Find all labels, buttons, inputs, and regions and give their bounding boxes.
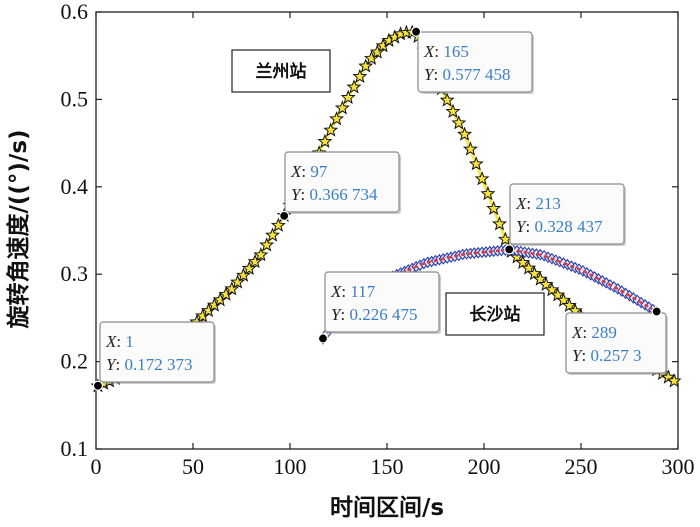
data-marker-star [270,217,286,232]
station-label: 兰州站 [231,49,331,93]
datatip: X: 1 Y: 0.172 373 [92,321,216,391]
x-axis-title: 时间区间/s [330,495,444,521]
data-marker-star [474,171,490,186]
data-marker-star [253,247,269,262]
y-axis-title: 旋转角速度/((°)/s) [5,129,32,328]
data-marker-star [317,133,333,149]
labels-layer: 时间区间/s 旋转角速度/((°)/s) [5,129,444,521]
station-label-text: 长沙站 [470,304,521,325]
data-marker-star [247,253,263,269]
datatip: X: 117 Y: 0.226 475 [317,271,441,344]
data-marker-star [660,369,676,384]
data-marker-star [224,281,240,296]
x-tick-label: 0 [91,454,102,479]
y-tick-label: 0.6 [61,0,89,24]
data-marker-star [358,58,374,73]
datatip-y-line: Y: 0.226 475 [331,305,417,324]
datatip-y-line: Y: 0.257 3 [572,346,641,365]
y-tick-label: 0.3 [61,261,89,286]
data-marker-star [445,103,461,119]
datatip-y-line: Y: 0.366 734 [291,185,378,204]
datatip-point [92,380,104,391]
x-tick-label: 250 [565,454,598,479]
station-label-text: 兰州站 [256,61,307,82]
station-label: 长沙站 [445,292,545,336]
data-marker-star [666,373,682,388]
y-tick-label: 0.4 [61,174,89,199]
data-marker-star [340,89,356,104]
data-marker-star [480,185,496,201]
datatip-box [509,183,625,245]
data-marker-star [521,260,537,275]
x-tick-label: 50 [182,454,204,479]
datatip-box [284,151,400,213]
datatip: X: 165 Y: 0.577 458 [411,26,534,94]
datatip-point [504,244,515,255]
datatip-point [411,26,422,37]
datatip-x-line: X: 97 [290,162,328,181]
data-marker-star [265,227,280,242]
data-marker-star [364,50,380,65]
data-marker-star [323,122,339,137]
data-marker-star [241,260,257,276]
datatip-y-line: Y: 0.172 373 [106,355,192,374]
datatip: X: 97 Y: 0.366 734 [279,151,401,221]
data-marker-star [457,126,473,141]
x-tick-label: 150 [371,454,404,479]
datatip-point [651,306,662,317]
data-marker-star [352,68,368,84]
axes: 0 50 100 150 200 250 300 0.1 0.2 0.3 0.4 0.5 0.6 [61,0,695,479]
datatip: X: 213 Y: 0.328 437 [504,183,626,255]
station-label-box [231,49,331,93]
datatip: X: 289 Y: 0.257 3 [565,306,668,375]
datatip-point [317,333,329,344]
datatip-point [279,210,290,221]
data-marker-star [346,79,362,94]
datatip-box [417,31,533,93]
data-marker-star [532,271,548,286]
datatip-box [565,312,667,374]
datatip-box [324,271,440,333]
station-label-box [445,292,545,336]
data-marker-star [259,237,275,252]
datatip-x-line: X: 117 [330,282,376,301]
data-marker-star [369,44,385,59]
data-marker-star [486,200,502,216]
datatip-x-line: X: 213 [515,194,561,213]
y-tick-label: 0.1 [61,436,89,461]
y-tick-label: 0.2 [61,349,89,374]
data-marker-star [451,115,467,130]
datatip-y-line: Y: 0.577 458 [424,65,510,84]
data-marker-star [468,156,484,171]
x-tick-label: 300 [662,454,695,479]
datatip-y-line: Y: 0.328 437 [516,217,603,236]
data-marker-star [235,267,251,282]
data-marker-star [515,254,531,269]
datatip-box [99,321,215,383]
data-marker-star [334,100,350,115]
datatip-x-line: X: 289 [571,323,617,342]
data-marker-star [230,274,246,289]
annotation-layer: X: 1 Y: 0.172 373 X: 97 Y: 0.366 734 X: 165 Y… [92,26,668,391]
data-marker-star [491,216,508,231]
data-marker-star [527,265,542,281]
y-tick-label: 0.5 [61,86,89,111]
data-marker-star [439,92,455,107]
datatip-x-line: X: 1 [105,332,134,351]
x-tick-label: 200 [468,454,501,479]
datatip-x-line: X: 165 [423,42,469,61]
x-tick-label: 100 [274,454,307,479]
data-marker-star [329,111,345,126]
data-marker-star [462,141,478,156]
